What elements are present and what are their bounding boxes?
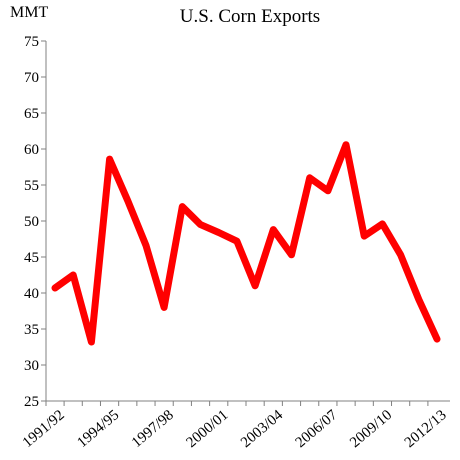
x-tick-label: 1991/92 (20, 407, 68, 451)
x-tick-label: 2009/10 (347, 407, 395, 451)
y-axis-unit-label: MMT (10, 4, 49, 21)
y-tick-label: 70 (24, 70, 39, 86)
x-tick-label: 2012/13 (402, 407, 450, 451)
x-tick-label: 2003/04 (238, 407, 286, 451)
y-tick-label: 40 (24, 286, 39, 302)
chart-title: U.S. Corn Exports (179, 6, 321, 27)
y-tick-label: 65 (24, 106, 39, 122)
y-tick-label: 30 (24, 358, 39, 374)
x-tick-label: 2000/01 (183, 407, 231, 451)
y-tick-label: 60 (24, 142, 39, 158)
y-tick-label: 50 (24, 214, 39, 230)
y-tick-label: 25 (24, 394, 39, 410)
y-tick-label: 45 (24, 250, 39, 266)
x-tick-label: 1994/95 (74, 407, 122, 451)
y-tick-label: 35 (24, 322, 39, 338)
series-line (51, 141, 441, 346)
x-tick-label: 2006/07 (293, 407, 341, 451)
y-tick-label: 55 (24, 178, 39, 194)
x-tick-label: 1997/98 (129, 407, 177, 451)
y-tick-label: 75 (24, 34, 39, 50)
